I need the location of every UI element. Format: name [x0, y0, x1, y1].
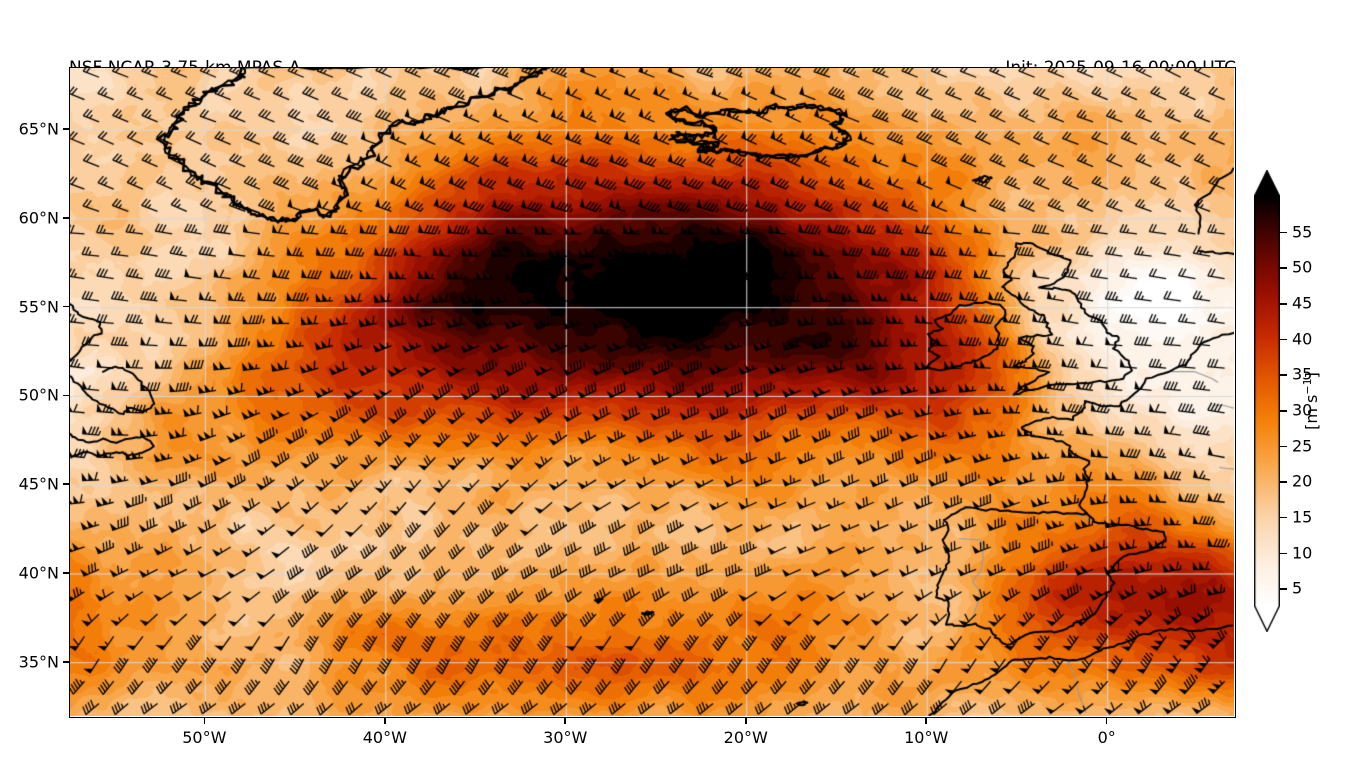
x-tick-mark [564, 718, 567, 724]
colorbar-tick-label: 25 [1292, 436, 1313, 456]
colorbar-title: [m s−1] [1301, 372, 1321, 430]
colorbar-tick-label: 45 [1292, 293, 1313, 313]
y-tick-label: 60°N [18, 208, 59, 228]
x-tick-mark [203, 718, 206, 724]
x-tick-label: 30°W [543, 728, 588, 747]
colorbar-tick-label: 10 [1292, 543, 1313, 563]
colorbar-tick-label: 40 [1292, 329, 1313, 349]
map-plot-area [69, 67, 1236, 718]
colorbar-tick-mark [1280, 481, 1287, 483]
y-tick-label: 35°N [18, 652, 59, 672]
x-tick-label: 10°W [904, 728, 949, 747]
colorbar-tick-label: 35 [1292, 364, 1313, 384]
colorbar-gradient [1254, 170, 1280, 632]
x-tick-mark [1105, 718, 1108, 724]
colorbar-tick-mark [1280, 409, 1287, 412]
y-tick-label: 40°N [18, 563, 59, 583]
colorbar-tick-mark [1280, 374, 1287, 376]
colorbar-tick-label: 15 [1292, 507, 1313, 527]
y-tick-mark [63, 660, 69, 663]
y-tick-mark [63, 572, 69, 574]
shear-contour-map [70, 68, 1234, 716]
y-tick-mark [63, 128, 69, 130]
y-tick-label: 65°N [18, 119, 59, 139]
colorbar [1254, 170, 1280, 632]
colorbar-tick-mark [1280, 231, 1287, 234]
y-tick-label: 50°N [18, 385, 59, 405]
colorbar-tick-label: 5 [1292, 578, 1303, 598]
x-tick-mark [744, 718, 747, 724]
colorbar-tick-mark [1280, 588, 1287, 590]
x-tick-label: 50°W [182, 728, 227, 747]
x-tick-label: 40°W [362, 728, 407, 747]
colorbar-tick-label: 50 [1292, 257, 1313, 277]
x-tick-mark [925, 718, 927, 724]
y-tick-mark [63, 305, 69, 308]
colorbar-tick-mark [1280, 552, 1287, 555]
colorbar-title-text: [m s [1302, 394, 1322, 430]
colorbar-tick-mark [1280, 516, 1287, 519]
y-tick-mark [63, 394, 69, 397]
y-tick-label: 55°N [18, 297, 59, 317]
colorbar-tick-mark [1280, 267, 1287, 269]
colorbar-tick-mark [1280, 445, 1287, 448]
x-tick-label: 0° [1097, 728, 1116, 747]
y-tick-mark [63, 217, 69, 219]
x-tick-label: 20°W [723, 728, 768, 747]
x-tick-mark [384, 718, 386, 724]
colorbar-title-tail: ] [1302, 372, 1322, 379]
colorbar-tick-label: 20 [1292, 471, 1313, 491]
y-tick-label: 45°N [18, 474, 59, 494]
y-tick-mark [63, 483, 69, 485]
colorbar-tick-mark [1280, 338, 1287, 341]
colorbar-tick-label: 30 [1292, 400, 1313, 420]
colorbar-title-exponent: −1 [1300, 378, 1314, 395]
colorbar-tick-label: 55 [1292, 222, 1313, 242]
colorbar-tick-mark [1280, 302, 1287, 305]
